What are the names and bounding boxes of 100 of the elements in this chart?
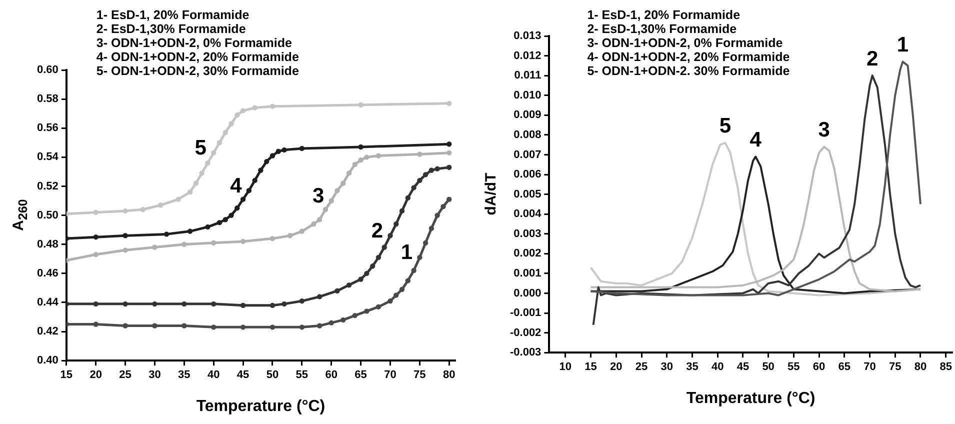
x-tick-label: 30	[660, 361, 673, 374]
point	[252, 105, 258, 110]
y-tick-label: 0.010	[514, 89, 542, 102]
text: 1- EsD-1, 20% Formamide	[96, 8, 250, 22]
point	[182, 323, 187, 328]
point	[216, 140, 222, 146]
point	[205, 224, 210, 230]
x-tick-label: 45	[736, 361, 750, 374]
y-tick-label: 0.003	[514, 228, 542, 240]
x-tick-label: 20	[610, 361, 622, 374]
point	[316, 323, 322, 328]
y-tick-label: 0.52	[36, 180, 58, 192]
point	[352, 162, 358, 168]
point	[364, 154, 370, 160]
series-label: 2	[371, 219, 384, 242]
series-label: 1	[896, 34, 909, 57]
point	[346, 170, 352, 176]
point	[405, 278, 410, 284]
point	[370, 264, 376, 269]
point	[422, 172, 428, 178]
point	[240, 302, 246, 308]
point	[440, 204, 446, 210]
point	[122, 233, 128, 238]
point	[417, 254, 422, 260]
text: 1- EsD-1, 20% Formamide	[587, 8, 742, 22]
point	[152, 301, 158, 307]
point	[299, 228, 305, 234]
x-tick-label: 15	[60, 369, 73, 382]
point	[93, 252, 98, 258]
point	[352, 312, 358, 318]
point	[270, 324, 276, 330]
y-tick-label: 0.005	[514, 188, 542, 200]
y-tick-label: 0.46	[36, 267, 58, 280]
annotation: 5- ODN-1+ODN-2. 30% Formamide	[587, 64, 790, 78]
y-tick-label: 0.001	[514, 267, 542, 280]
series-label: 4	[230, 174, 242, 198]
point	[122, 301, 128, 307]
point	[93, 234, 98, 240]
point	[258, 168, 264, 173]
point	[288, 233, 293, 238]
point	[434, 166, 440, 172]
point	[152, 244, 158, 250]
point	[187, 189, 193, 195]
y-tick-label: 0.000	[514, 287, 542, 300]
y-tick-label: 0.40	[36, 354, 58, 367]
point	[299, 298, 305, 304]
x-tick-label: 50	[762, 361, 774, 374]
point	[205, 160, 210, 166]
series-label: 3	[312, 184, 324, 208]
point	[376, 254, 382, 260]
point	[140, 206, 146, 212]
point	[446, 196, 452, 202]
x-tick-label: 25	[119, 369, 132, 382]
x-tick-label: 35	[686, 361, 698, 374]
series-label: 2	[866, 47, 878, 70]
y-tick-label: 0.004	[514, 208, 542, 220]
point	[270, 104, 276, 109]
point	[364, 308, 370, 314]
x-tick-label: 55	[296, 369, 308, 382]
point	[299, 146, 305, 152]
annotation: 4- ODN-1+ODN-2, 20% Formamide	[587, 50, 790, 64]
series-label: 3	[818, 118, 830, 142]
point	[399, 208, 405, 214]
y-tick-label: 0.58	[36, 93, 58, 106]
point	[222, 217, 228, 222]
point	[411, 185, 416, 190]
point	[328, 320, 334, 326]
y-tick-label: 0.44	[36, 296, 60, 309]
x-axis-title: Temperature (°C)	[196, 398, 326, 415]
y-tick-label: 0.42	[36, 326, 58, 338]
x-tick-label: 65	[838, 361, 851, 374]
point	[240, 196, 246, 202]
x-tick-label: 20	[90, 369, 102, 382]
point	[240, 108, 246, 114]
point	[234, 205, 240, 211]
y-tick-label: -0.001	[510, 307, 542, 320]
point	[164, 232, 170, 237]
point	[211, 150, 216, 156]
x-tick-label: 55	[788, 361, 800, 374]
text: 4- ODN-1+ODN-2, 20% Formamide	[96, 50, 299, 64]
point	[446, 164, 452, 170]
point	[270, 302, 276, 308]
point	[334, 288, 340, 294]
point	[334, 188, 340, 194]
x-axis-title: Temperature (°C)	[686, 390, 816, 407]
text: 3- ODN-1+ODN-2, 0% Formamide	[96, 36, 293, 50]
point	[199, 170, 204, 176]
point	[446, 142, 452, 147]
point	[322, 206, 328, 212]
y-tick-label: 0.006	[514, 168, 542, 181]
point	[394, 221, 399, 227]
point	[122, 208, 128, 214]
point	[346, 282, 352, 288]
point	[422, 240, 428, 246]
point	[358, 102, 364, 108]
x-tick-label: 85	[940, 361, 952, 374]
point	[93, 322, 98, 327]
point	[187, 228, 193, 234]
y-tick-label: 0.011	[514, 70, 542, 82]
x-tick-label: 70	[864, 361, 876, 374]
